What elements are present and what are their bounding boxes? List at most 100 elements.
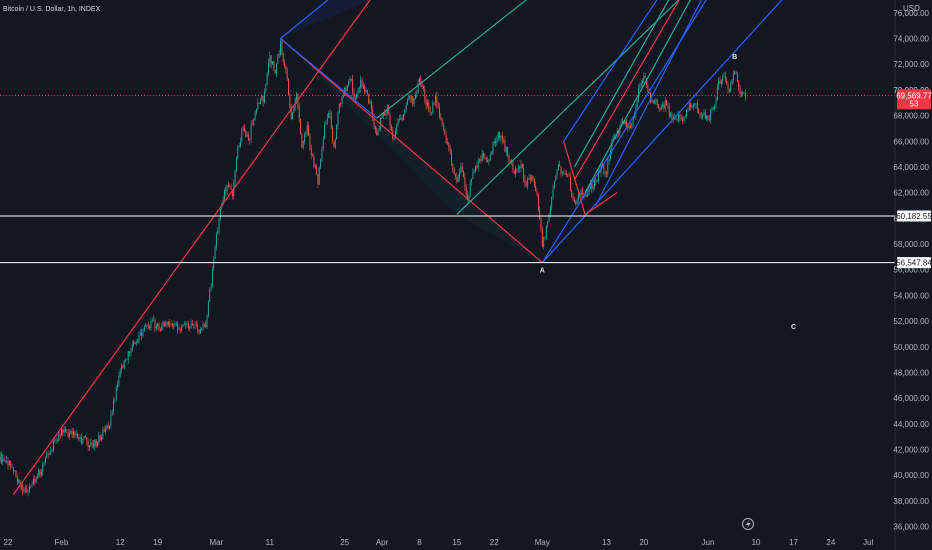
candle-body	[736, 73, 738, 82]
red-trend-line[interactable]	[12, 0, 932, 495]
pitchfork-handle-line[interactable]	[563, 141, 586, 215]
lightning-icon[interactable]	[742, 518, 754, 530]
candle-body	[256, 108, 257, 113]
candle-body	[342, 95, 344, 98]
candle-body	[162, 322, 164, 327]
candle-body	[146, 325, 148, 327]
red-trend-line[interactable]	[280, 38, 543, 264]
candle-body	[401, 118, 403, 120]
candle-body	[19, 479, 21, 487]
candle-body	[404, 110, 406, 115]
candle-body	[237, 147, 239, 158]
candle-body	[365, 90, 367, 93]
candle-body	[426, 102, 428, 106]
candle-body	[503, 140, 505, 141]
candle-body	[332, 128, 334, 142]
candle-body	[262, 96, 264, 103]
candle-body	[121, 365, 123, 370]
candle-body	[44, 456, 46, 463]
pitchfork-line[interactable]	[456, 0, 692, 215]
candle-body	[712, 108, 714, 110]
candle-body	[322, 139, 324, 149]
x-tick-label: May	[535, 538, 550, 547]
candle-body	[527, 179, 529, 187]
candle-body	[734, 72, 736, 75]
candle-body	[429, 110, 431, 113]
candle-body	[11, 467, 13, 468]
candle-body	[68, 433, 70, 437]
pitchfork-line[interactable]	[376, 0, 543, 119]
horizontal-levels[interactable]	[0, 95, 895, 264]
candle-body	[453, 168, 455, 175]
candle-body	[719, 80, 721, 84]
candle-body	[105, 428, 106, 432]
candle-body	[593, 179, 595, 188]
candle-body	[397, 119, 399, 125]
candle-body	[492, 143, 494, 155]
candle-body	[374, 125, 376, 131]
candle-body	[222, 199, 224, 203]
drawing-lines[interactable]	[12, 0, 932, 495]
candle-body	[358, 88, 360, 90]
channel-side-line[interactable]	[280, 38, 378, 119]
candle-body	[8, 460, 10, 466]
candle-body	[157, 323, 159, 326]
candle-body	[683, 116, 685, 121]
candle-body	[664, 100, 666, 109]
candle-body	[569, 176, 571, 191]
y-tick-label: 40,000.00	[893, 471, 929, 480]
pitchfork-line[interactable]	[563, 0, 666, 142]
candle-body	[599, 171, 601, 173]
candle-body	[472, 171, 474, 180]
y-tick-label: 50,000.00	[893, 343, 929, 352]
candle-body	[94, 439, 96, 447]
candle-body	[324, 124, 326, 140]
pitchfork-line[interactable]	[584, 0, 697, 193]
candle-body	[107, 425, 109, 429]
candle-body	[81, 437, 82, 444]
pitchfork-line[interactable]	[573, 0, 676, 168]
pitchfork-line[interactable]	[541, 0, 793, 264]
candlestick-series	[0, 37, 746, 497]
candle-body	[77, 434, 78, 438]
candle-body	[70, 430, 72, 434]
y-tick-label: 38,000.00	[893, 497, 929, 506]
candle-body	[165, 324, 167, 327]
candle-body	[130, 350, 132, 354]
candle-body	[477, 160, 479, 168]
candle-body	[668, 105, 670, 117]
candle-body	[517, 167, 519, 170]
candle-body	[43, 462, 45, 464]
candle-body	[302, 141, 304, 148]
pitchfork-line[interactable]	[595, 0, 708, 206]
current-price-sublabel: 53	[910, 99, 919, 108]
currency-label[interactable]: USD	[903, 4, 920, 13]
candle-body	[266, 73, 268, 84]
candle-body	[616, 130, 618, 135]
time-axis[interactable]: 22 Feb 12 19 Mar 11 25 Apr 8 15 22 May 13 20 Jun 10 17 24…	[4, 538, 874, 547]
candle-body	[230, 186, 232, 190]
candle-body	[417, 82, 419, 94]
candle-body	[52, 441, 54, 451]
candle-body	[154, 320, 156, 329]
x-tick-label: 8	[417, 538, 422, 547]
pitchfork-handle-line[interactable]	[584, 192, 618, 215]
candle-body	[74, 431, 76, 436]
channel-lower-line[interactable]	[541, 0, 932, 263]
candle-body	[679, 114, 681, 119]
candle-body	[675, 117, 677, 120]
candle-body	[301, 134, 303, 148]
candle-body	[640, 83, 642, 85]
candle-body	[252, 124, 253, 126]
candle-body	[282, 52, 284, 63]
candle-body	[436, 95, 438, 105]
pitchfork-line[interactable]	[573, 0, 686, 181]
candle-body	[449, 147, 451, 153]
candle-body	[720, 80, 722, 84]
candle-body	[131, 344, 133, 351]
candle-body	[614, 135, 615, 137]
candle-body	[341, 97, 343, 104]
candle-body	[36, 476, 38, 479]
candle-body	[667, 104, 669, 106]
